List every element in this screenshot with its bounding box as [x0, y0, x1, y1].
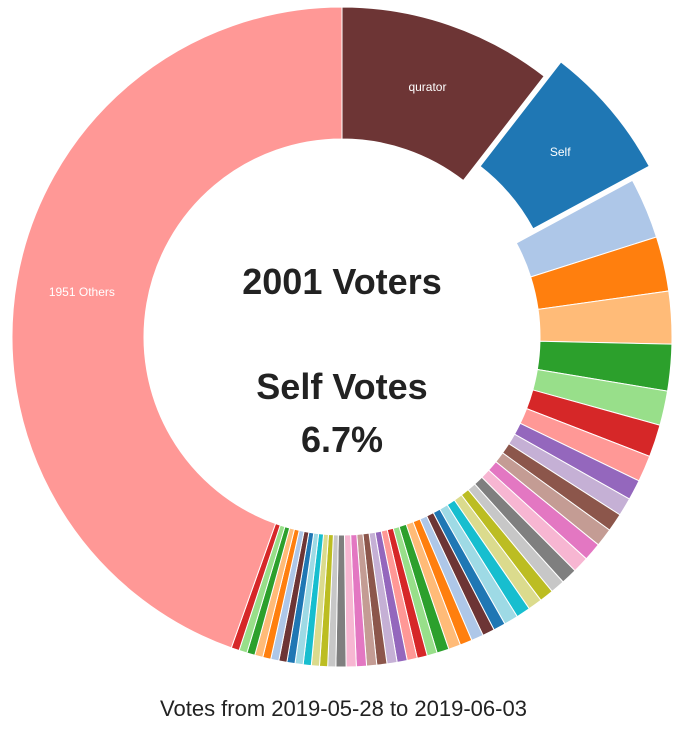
date-range-caption: Votes from 2019-05-28 to 2019-06-03	[160, 696, 527, 721]
slice-label-1: Self	[550, 145, 571, 159]
self-votes-percent: 6.7%	[301, 419, 383, 460]
slice-label-50: 1951 Others	[49, 285, 115, 299]
pie-slice-50[interactable]	[11, 6, 343, 649]
pie-slice-1[interactable]	[479, 61, 650, 230]
slices-layer	[11, 6, 673, 668]
voter-count-label: 2001 Voters	[242, 261, 441, 302]
slice-labels-layer: qurator Self 1951 Others	[49, 80, 571, 299]
slice-label-0: qurator	[408, 80, 446, 94]
pie-slice-0[interactable]	[341, 6, 545, 182]
self-votes-label: Self Votes	[256, 366, 427, 407]
